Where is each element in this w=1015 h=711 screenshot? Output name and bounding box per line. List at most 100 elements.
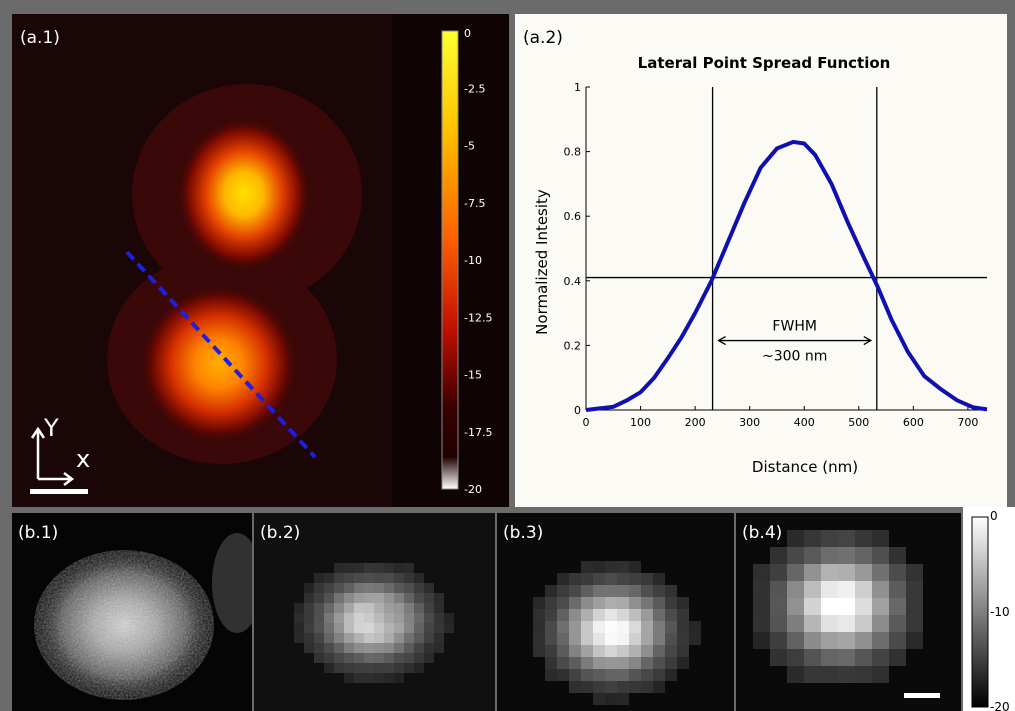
psf-series-line (585, 139, 988, 412)
y-tick-label: 0.2 (564, 339, 582, 352)
pixel (414, 573, 424, 583)
pixel (424, 633, 434, 643)
pixel (581, 633, 593, 645)
colorbar-a-tick-label: -7.5 (464, 197, 485, 210)
pixel (581, 573, 593, 585)
colorbar-b-panel: 0 -10 -20 (963, 507, 1015, 711)
pixel (384, 613, 394, 623)
pixel (855, 615, 872, 632)
pixel (304, 633, 314, 643)
panel-label-b1: (b.1) (18, 523, 59, 543)
pixel (334, 593, 344, 603)
pixel (787, 581, 804, 598)
x-axis-label: Distance (nm) (752, 458, 858, 476)
pixel (414, 583, 424, 593)
pixel (533, 645, 545, 657)
pixel (605, 693, 617, 705)
pixel (593, 693, 605, 705)
pixel (545, 669, 557, 681)
pixel (545, 597, 557, 609)
pixel (677, 645, 689, 657)
pixel (354, 563, 364, 573)
pixel (838, 581, 855, 598)
pixel (434, 643, 444, 653)
pixel (629, 561, 641, 573)
pixel (324, 613, 334, 623)
pixel (404, 573, 414, 583)
pixel (838, 530, 855, 547)
pixel (641, 633, 653, 645)
pixel (344, 603, 354, 613)
pixel (334, 603, 344, 613)
pixel (394, 653, 404, 663)
pixel (384, 643, 394, 653)
pixel (533, 633, 545, 645)
pixel (364, 623, 374, 633)
pixel (665, 621, 677, 633)
pixel (394, 623, 404, 633)
pixel-grid-b3 (533, 561, 701, 705)
pixel (374, 613, 384, 623)
pixel (605, 669, 617, 681)
pixel (593, 633, 605, 645)
pixel (641, 597, 653, 609)
pixel (394, 593, 404, 603)
pixel (629, 681, 641, 693)
pixel (314, 593, 324, 603)
image-b3 (533, 561, 701, 705)
pixel (545, 645, 557, 657)
pixel (593, 657, 605, 669)
pixel (605, 645, 617, 657)
pixel (581, 645, 593, 657)
pixel (821, 649, 838, 666)
psf-reference-lines (586, 87, 987, 410)
pixel (374, 573, 384, 583)
pixel (629, 633, 641, 645)
y-tick-label: 0.8 (564, 146, 582, 159)
pixel (394, 573, 404, 583)
pixel (629, 645, 641, 657)
panel-a2: Lateral Point Spread Function 0 100 200 300… (515, 14, 1007, 507)
pixel (581, 621, 593, 633)
x-tick-label: 300 (739, 416, 760, 429)
pixel (605, 609, 617, 621)
pixel (384, 663, 394, 673)
pixel-grid-b4 (753, 530, 923, 683)
pixel (753, 615, 770, 632)
pixel (653, 657, 665, 669)
pixel (557, 597, 569, 609)
pixel (605, 621, 617, 633)
pixel (344, 593, 354, 603)
pixel (324, 593, 334, 603)
colorbar-a-tick-label: -5 (464, 140, 475, 153)
scale-bar-b (904, 693, 940, 698)
pixel (872, 649, 889, 666)
pixel (629, 609, 641, 621)
colorbar-a-tick-label: -15 (464, 369, 482, 382)
y-axis-indicator-label: Y (43, 414, 59, 442)
pixel (641, 609, 653, 621)
pixel (404, 663, 414, 673)
pixel (294, 633, 304, 643)
heatmap-a1: 0 -2.5 -5 -7.5 -10 -12.5 -15 -17.5 -20 Y x (12, 14, 509, 507)
pixel (872, 666, 889, 683)
pixel (374, 563, 384, 573)
pixel (906, 598, 923, 615)
colorbar-a-ticks: 0 -2.5 -5 -7.5 -10 -12.5 -15 -17.5 -20 (464, 27, 492, 496)
pixel (804, 530, 821, 547)
pixel (394, 603, 404, 613)
colorbar-b-gradient (971, 516, 989, 708)
pixel (304, 603, 314, 613)
pixel (629, 657, 641, 669)
pixel (354, 613, 364, 623)
pixel (394, 613, 404, 623)
pixel (617, 669, 629, 681)
pixel (855, 666, 872, 683)
pixel (665, 669, 677, 681)
pixel (444, 623, 454, 633)
pixel (294, 613, 304, 623)
pixel (404, 563, 414, 573)
fwhm-value: ~300 nm (762, 349, 827, 365)
pixel (593, 669, 605, 681)
pixel (617, 621, 629, 633)
